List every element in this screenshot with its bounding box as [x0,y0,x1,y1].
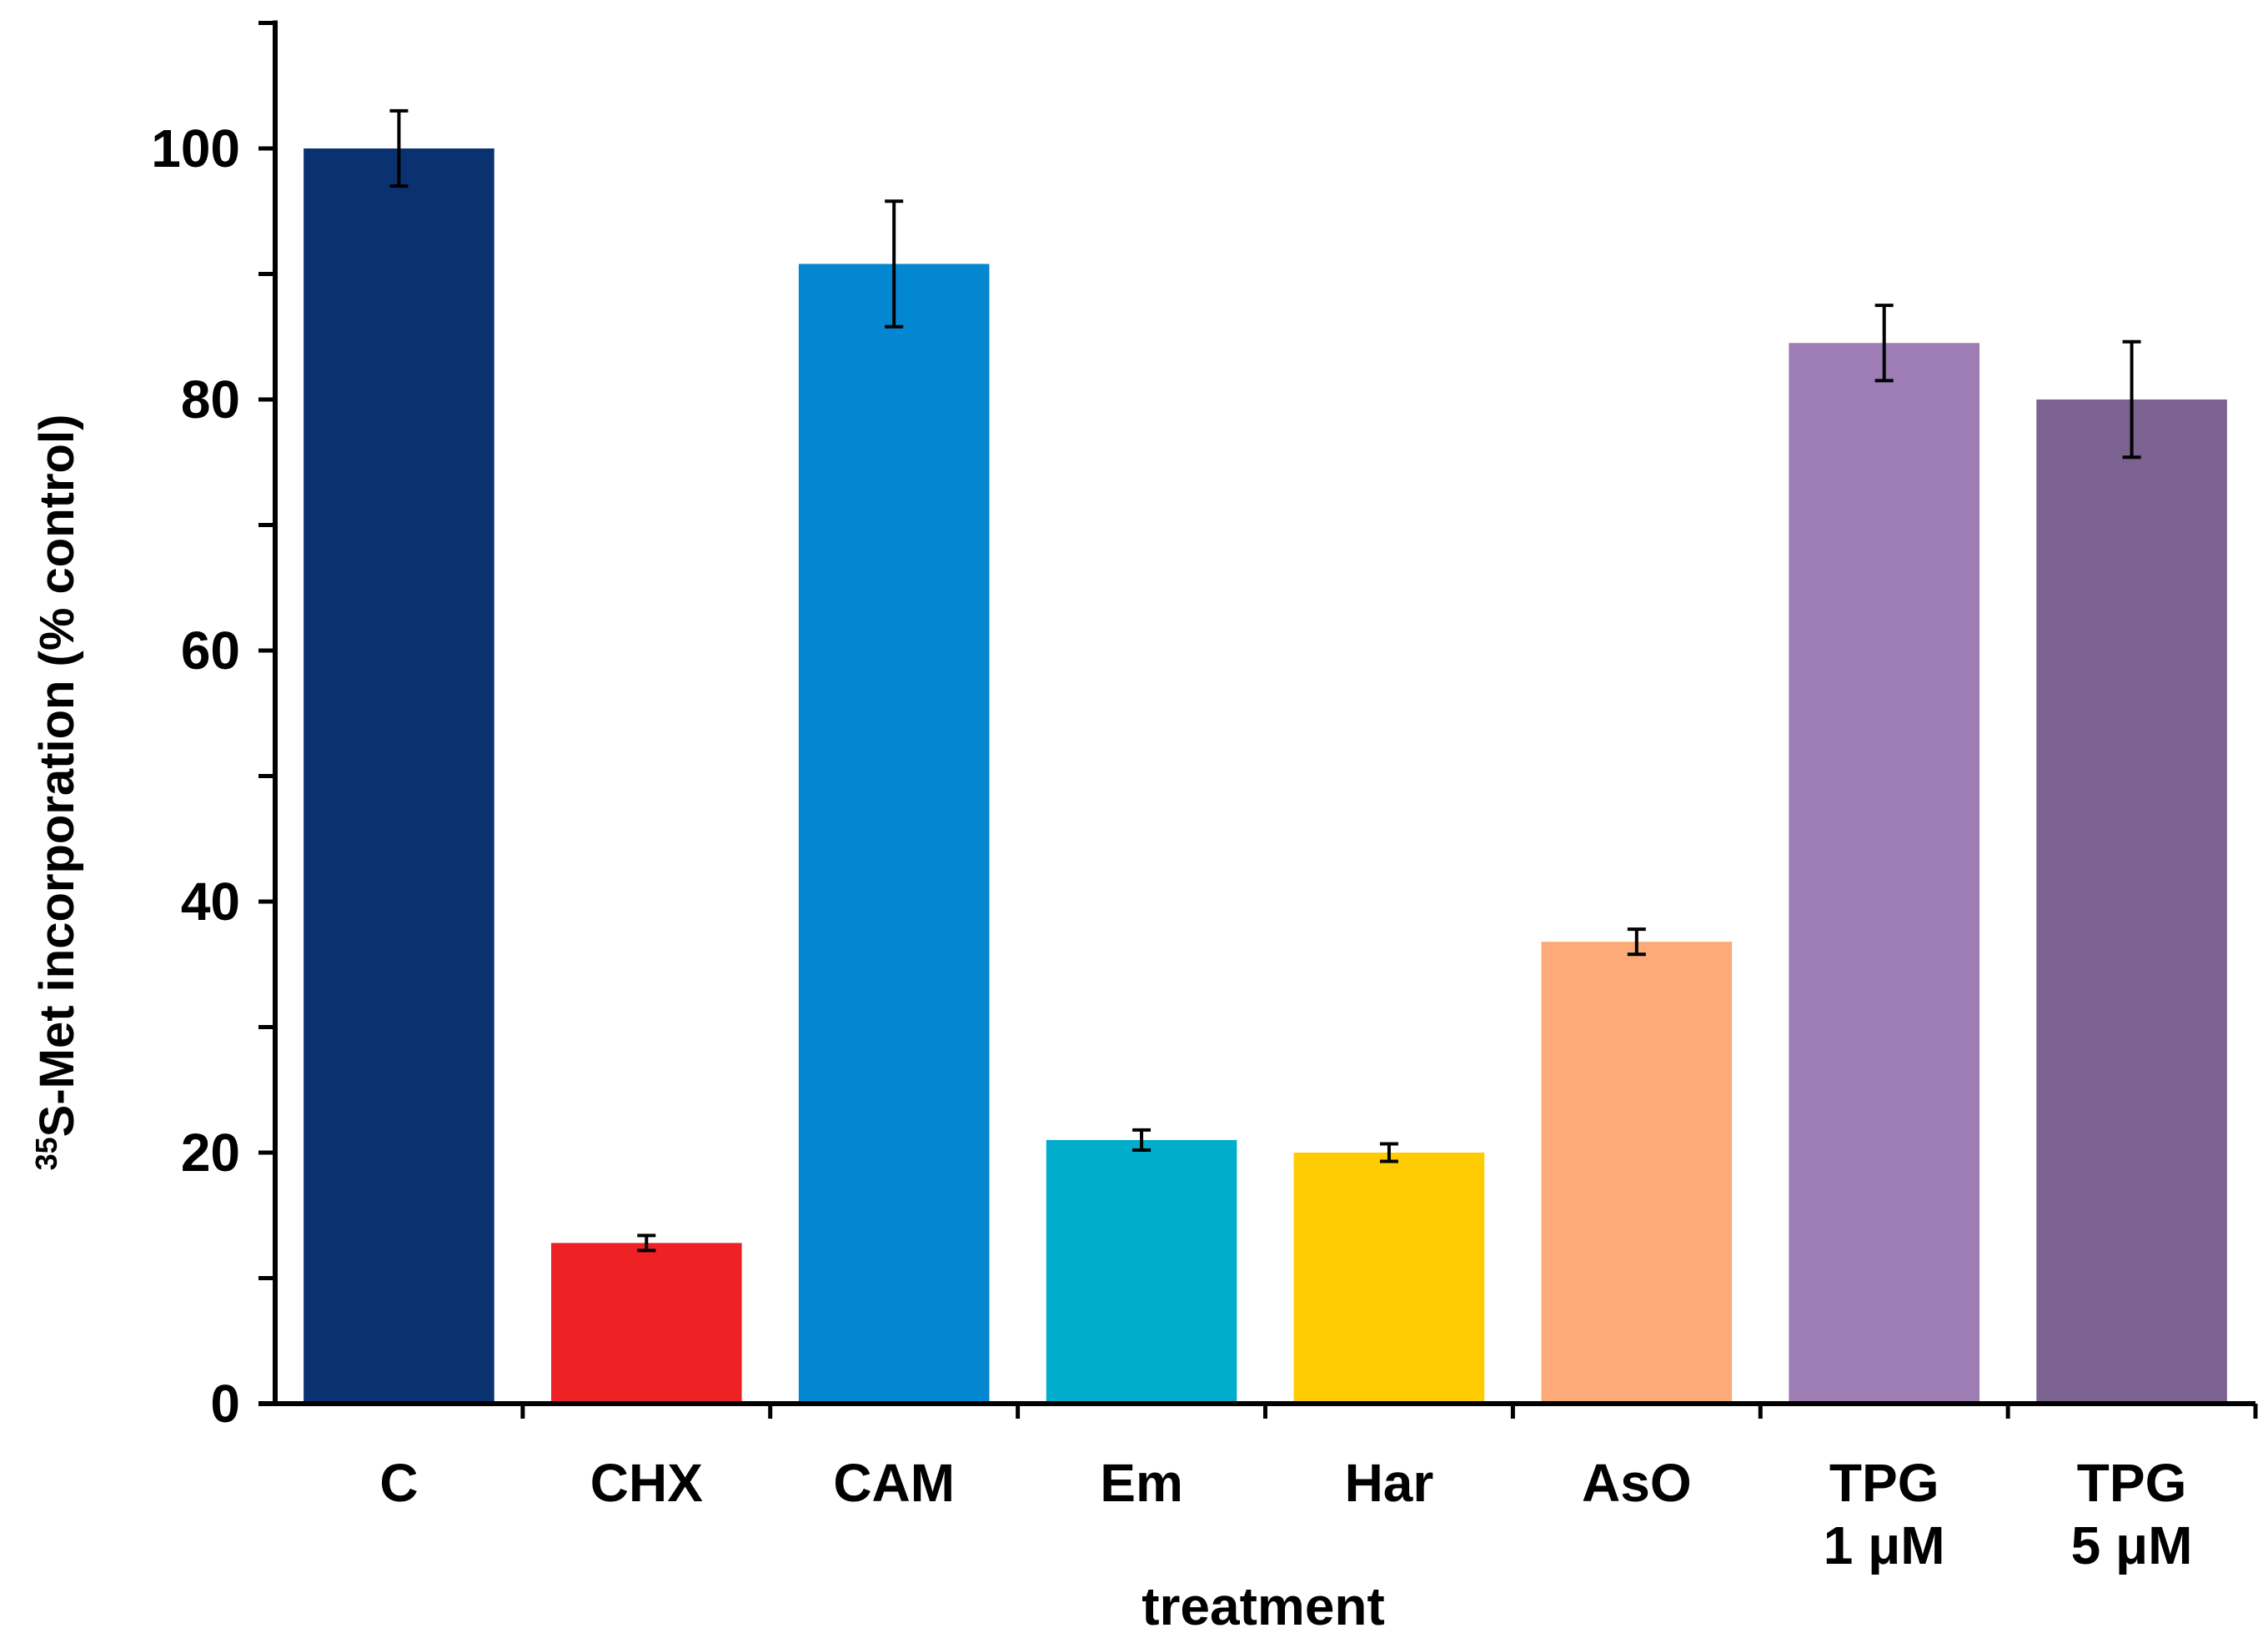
x-axis-title: treatment [1142,1576,1385,1636]
error-bar [2122,339,2141,460]
x-category-label: Em [1100,1453,1183,1513]
error-bars-layer [389,108,2141,1253]
y-tick-label: 80 [181,369,240,430]
bar [1541,942,1733,1404]
bar [798,264,990,1404]
x-category-label: TPG 1 μM [1824,1453,1945,1575]
y-tick-label: 0 [210,1374,240,1434]
x-category-labels: C CHX CAM Em Har AsO TPG 1 μM TPG 5 μM [379,1453,2192,1575]
bar [551,1243,742,1404]
bar [2036,399,2227,1404]
x-category-label: Har [1345,1453,1434,1513]
x-category-label: CHX [590,1453,703,1513]
y-tick-label: 40 [181,872,240,932]
y-ticks-layer: 0 20 40 60 80 100 [151,21,275,1434]
bars-layer [304,148,2227,1404]
bar [304,148,494,1404]
error-bar [389,108,409,188]
error-bar [1379,1142,1398,1163]
bar [1789,343,1979,1404]
bar [1046,1139,1237,1404]
error-bar [1627,927,1646,957]
x-category-label: CAM [833,1453,955,1513]
x-category-label: C [379,1453,418,1513]
error-bar [637,1234,656,1253]
x-ticks-layer [520,1404,2258,1419]
y-tick-label: 100 [151,118,240,178]
y-tick-label: 20 [181,1123,240,1183]
y-axis-title-main: S-Met incorporation (% control) [30,415,84,1138]
x-category-label: TPG 5 μM [2071,1453,2193,1575]
y-axis-title-superscript: 35 [29,1137,63,1170]
axes-layer [258,20,2255,1406]
error-bar [1132,1128,1152,1152]
x-category-label: AsO [1582,1453,1692,1513]
error-bar [1874,304,1894,383]
y-axis-title: 35S-Met incorporation (% control) [29,415,84,1171]
error-bar [885,199,904,329]
y-tick-label: 60 [181,621,240,681]
bar [1293,1153,1485,1404]
